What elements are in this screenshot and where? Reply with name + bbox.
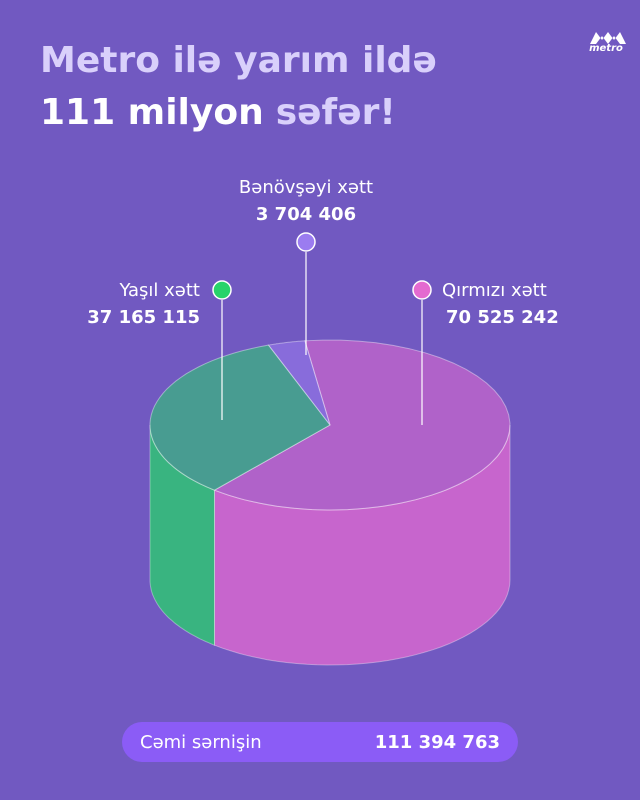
legend-label: Qırmızı xətt <box>442 280 547 301</box>
callout-dot <box>412 280 432 300</box>
value-label: 3 704 406 <box>256 204 356 225</box>
slice <box>149 344 331 491</box>
value-label: 70 525 242 <box>446 307 559 328</box>
legend-label: Bənövşəyi xətt <box>239 177 373 198</box>
pie-chart <box>149 339 511 666</box>
total-label: Cəmi sərnişin <box>140 732 262 753</box>
title-line: 111 milyon səfər! <box>40 92 396 133</box>
logo: metro <box>589 32 626 54</box>
slice-side <box>149 425 215 646</box>
callouts: Qırmızı xətt 70 525 242 Yaşıl xətt 37 165 1… <box>87 177 559 425</box>
title-part: 111 milyon <box>40 92 264 133</box>
legend-label: Yaşıl xətt <box>119 280 201 301</box>
callout-dot <box>296 232 316 252</box>
title-part: səfər! <box>276 92 396 133</box>
callout-dot <box>212 280 232 300</box>
logo-text: metro <box>589 43 623 54</box>
total-value: 111 394 763 <box>375 732 500 753</box>
total-bar <box>122 722 518 762</box>
slice <box>267 340 331 426</box>
value-label: 37 165 115 <box>87 307 200 328</box>
logo-icon <box>590 32 626 44</box>
slice <box>213 339 511 511</box>
title-line: Metro ilə yarım ildə <box>40 40 437 81</box>
